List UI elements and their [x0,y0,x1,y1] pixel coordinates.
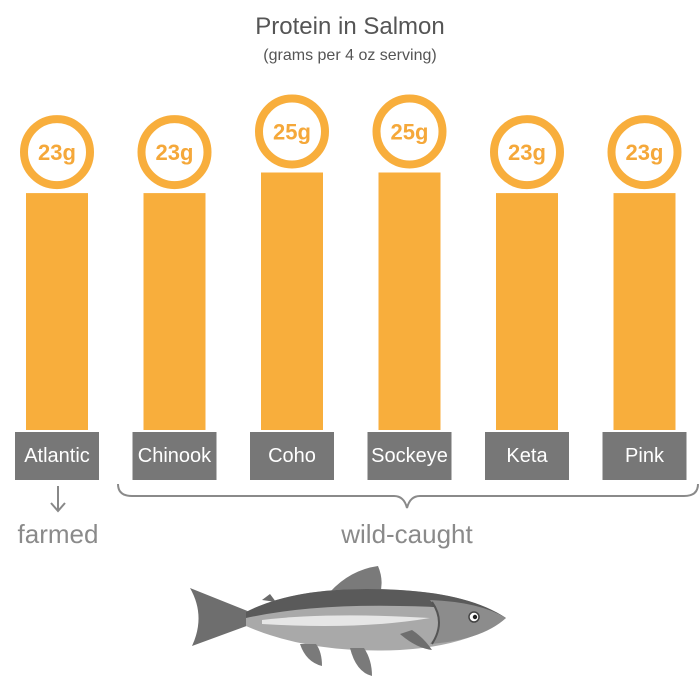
category-box-chinook [132,432,217,480]
bar-keta [496,193,558,430]
category-label-chinook: Chinook [138,445,212,467]
bar-pink [613,193,676,430]
category-label-keta: Keta [506,445,548,467]
value-ring-coho [255,94,329,169]
category-label-sockeye: Sockeye [371,445,448,467]
bar-chinook [143,193,206,430]
brace-icon [117,483,699,509]
value-ring-sockeye [372,94,447,169]
salmon-fish-icon [190,566,506,676]
bar-coho [261,172,323,430]
value-label-keta: 23g [508,140,546,165]
value-label-coho: 25g [273,120,311,145]
category-box-sockeye [367,432,452,480]
value-label-sockeye: 25g [391,120,429,145]
category-label-coho: Coho [268,445,316,467]
value-ring-chinook [137,115,212,190]
value-ring-pink [607,115,682,190]
bar-sockeye [378,172,441,430]
arrow-down-icon [50,486,66,513]
category-box-pink [602,432,687,480]
group-label-wild-caught: wild-caught [340,519,473,549]
group-label-farmed: farmed [18,519,99,549]
category-box-coho [250,432,334,480]
bar-atlantic [26,193,88,430]
value-label-chinook: 23g [156,140,194,165]
category-box-keta [485,432,569,480]
value-ring-atlantic [20,115,94,190]
chart-title: Protein in Salmon [255,13,444,40]
category-label-atlantic: Atlantic [24,445,90,467]
value-ring-keta [490,115,564,190]
category-box-atlantic [15,432,99,480]
bars-layer: 23g Atlantic 23g Chinook 25g Coho 25g Sockeye 23… [15,94,687,480]
value-label-atlantic: 23g [38,140,76,165]
chart-subtitle: (grams per 4 oz serving) [263,47,436,64]
value-label-pink: 23g [626,140,664,165]
category-label-pink: Pink [625,445,665,467]
